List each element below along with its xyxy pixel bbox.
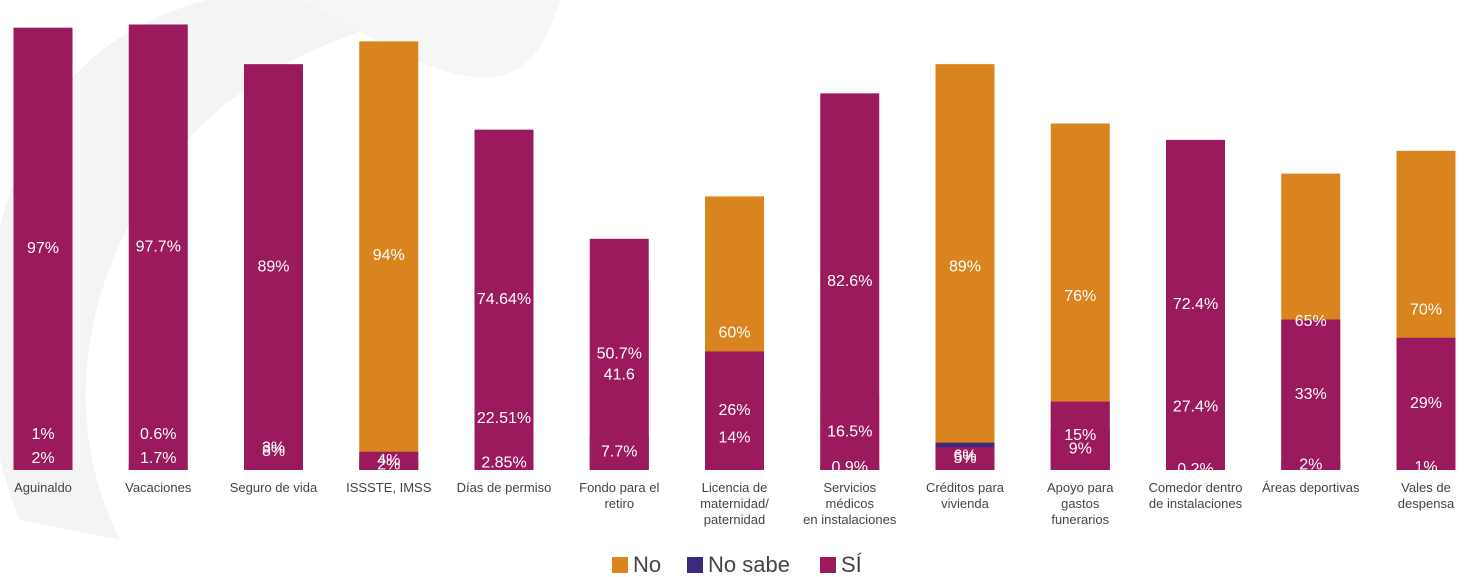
bars-group [13,24,1456,471]
legend: No No sabe SÍ [612,552,863,577]
segment-label: 2.85% [481,455,526,472]
segment-label: 7.7% [601,444,637,461]
segment-label: 6% [953,448,976,465]
segment-label: 60% [718,324,750,341]
category-label: Vales de [1401,480,1451,495]
legend-label: SÍ [841,552,863,577]
segment-label: 1% [31,426,54,443]
bar-segment-no [359,41,419,471]
segment-label: 0.9% [832,459,868,476]
segment-label: 72.4% [1173,296,1218,313]
bar-segment-sí [359,451,419,470]
legend-swatch-sí [820,557,836,573]
segment-label: 2% [31,450,54,467]
category-label: Apoyo para [1047,480,1114,495]
bar-segment-sí [128,24,188,471]
segment-label: 50.7% [597,346,642,363]
category-label: retiro [604,496,634,511]
legend-label: No [633,552,661,577]
segment-label: 15% [1064,427,1096,444]
category-label: Seguro de vida [230,480,318,495]
category-label: maternidad/ [700,496,769,511]
segment-label: 33% [1295,386,1327,403]
category-label: vivienda [941,496,989,511]
category-label: Licencia de [702,480,768,495]
bar-segment-no [935,64,995,470]
bar-segment-sí [705,351,764,470]
segment-label: 29% [1410,395,1442,412]
category-label: Servicios [823,480,876,495]
bar-segment-sí [13,27,73,471]
bar-segment-sí [589,238,649,470]
segment-label: 3% [262,440,285,457]
segment-label: 14% [718,429,750,446]
segment-label: 0.6% [140,426,176,443]
category-label: Comedor dentro [1149,480,1243,495]
category-label: despensa [1398,496,1455,511]
segment-label: 8% [262,443,285,460]
category-label: ISSSTE, IMSS [346,480,432,495]
segment-label: 89% [949,258,981,275]
bar-segment-sí [1166,139,1225,471]
legend-swatch-no [612,557,628,573]
segment-label: 97.7% [136,238,181,255]
category-label: médicos [826,496,875,511]
bar-segment-sí [244,64,303,470]
segment-label: 27.4% [1173,399,1218,416]
segment-label: 82.6% [827,273,872,290]
category-label: funerarios [1051,512,1109,527]
category-label: en instalaciones [803,512,897,527]
segment-label: 70% [1410,302,1442,319]
segment-label: 2% [1299,457,1322,474]
segment-label: 94% [373,247,405,264]
legend-swatch-no-sabe [687,557,703,573]
segment-label: 2% [377,457,400,474]
watermark-arc [300,0,560,78]
segment-labels-group: 2%1%97%1.7%0.6%97.7%8%3%89%94%2%4%22.51%… [27,238,1442,477]
segment-label: 1.7% [140,450,176,467]
category-label: Créditos para [926,480,1005,495]
segment-label: 76% [1064,288,1096,305]
category-label: Áreas deportivas [1262,480,1360,495]
segment-label: 65% [1295,313,1327,330]
category-label: Fondo para el [579,480,659,495]
segment-label: 16.5% [827,424,872,441]
segment-label: 26% [718,402,750,419]
segment-label: 0.2% [1177,461,1213,478]
category-label: gastos [1061,496,1100,511]
segment-label: 9% [1069,441,1092,458]
bar-segment-sí [1281,319,1341,470]
legend-label: No sabe [708,552,790,577]
bar-segment-sí [1050,401,1110,470]
segment-label: 5% [953,450,976,467]
segment-label: 41.6 [604,366,635,383]
category-label: Vacaciones [125,480,192,495]
category-label: Aguinaldo [14,480,72,495]
segment-label: 1% [1414,459,1437,476]
category-labels-group: Aguinaldo Vacaciones Seguro de vida ISSSTE,… [14,480,1455,527]
bar-segment-sí [820,93,880,470]
category-label: Días de permiso [457,480,552,495]
category-label: de instalaciones [1149,496,1243,511]
segment-label: 22.51% [477,410,531,427]
segment-label: 97% [27,240,59,257]
segment-label: 74.64% [477,291,531,308]
bar-segment-sí [1396,337,1456,470]
category-label: paternidad [704,512,765,527]
segment-label: 89% [257,258,289,275]
bar-segment-sí [935,447,995,470]
bar-segment-sí [474,129,534,470]
segment-label: 4% [377,452,400,469]
